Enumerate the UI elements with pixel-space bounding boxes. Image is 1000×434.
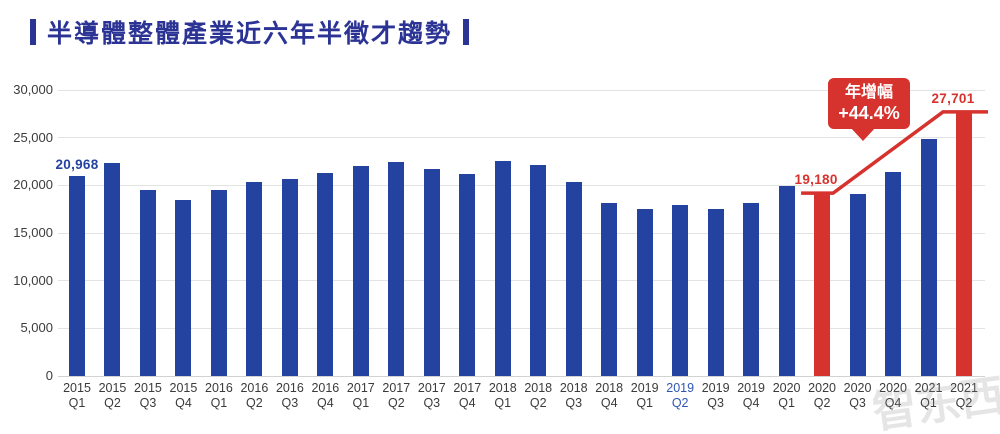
yoy-callout-percentage: +44.4% xyxy=(838,103,900,123)
y-axis-tick-label: 25,000 xyxy=(13,129,53,145)
bar-2021-q1 xyxy=(920,138,937,376)
x-axis-tick-label-2015-q4: 2015 Q4 xyxy=(169,381,198,410)
page-title-text: 半導體整體產業近六年半徵才趨勢 xyxy=(47,20,453,48)
bar-2020-q3 xyxy=(849,193,866,376)
title-right-bar-decoration xyxy=(463,19,470,45)
bar-2019-q1 xyxy=(636,209,653,376)
x-axis-tick-label-2018-q2: 2018 Q2 xyxy=(524,381,553,410)
bar-2018-q2 xyxy=(530,165,547,376)
bar-2020-q4 xyxy=(885,171,902,376)
x-axis-tick-label-2019-q2: 2019 Q2 xyxy=(666,381,695,410)
bar-value-label-27701: 27,701 xyxy=(931,90,975,106)
x-axis-tick-label-2017-q3: 2017 Q3 xyxy=(417,381,446,410)
bar-2019-q4 xyxy=(743,203,760,376)
bar-2018-q1 xyxy=(494,160,511,376)
yoy-callout-label: 年增幅 xyxy=(844,84,893,101)
x-axis-tick-label-2017-q4: 2017 Q4 xyxy=(453,381,482,410)
x-axis-tick-label-2016-q4: 2016 Q4 xyxy=(311,381,340,410)
x-axis-tick-label-2015-q2: 2015 Q2 xyxy=(98,381,127,410)
bar-2019-q3 xyxy=(707,209,724,376)
x-axis-tick-label-2019-q3: 2019 Q3 xyxy=(701,381,730,410)
bar-2015-q3 xyxy=(139,190,156,376)
x-axis-tick-label-2020-q2: 2020 Q2 xyxy=(808,381,836,410)
bar-2018-q3 xyxy=(565,182,582,376)
y-axis-tick-label: 20,000 xyxy=(13,177,53,193)
bar-2015-q4 xyxy=(175,199,192,376)
x-axis-tick-label-2017-q1: 2017 Q1 xyxy=(346,381,375,410)
x-axis-tick-label-2016-q3: 2016 Q3 xyxy=(275,381,304,410)
yoy-callout: 年增幅 +44.4% xyxy=(828,78,910,129)
bar-2019-q2 xyxy=(672,205,689,376)
x-axis-tick-label-2016-q2: 2016 Q2 xyxy=(240,381,269,410)
x-axis-tick-label-2018-q3: 2018 Q3 xyxy=(559,381,588,410)
bar-2016-q3 xyxy=(281,178,298,376)
x-axis-tick-label-2016-q1: 2016 Q1 xyxy=(205,381,233,410)
x-axis-tick-label-2020-q3: 2020 Q3 xyxy=(843,381,872,410)
y-axis-tick-label: 30,000 xyxy=(13,82,53,97)
x-axis-tick-label-2020-q4: 2020 Q4 xyxy=(879,381,907,410)
bar-2017-q1 xyxy=(352,166,369,376)
bar-2017-q4 xyxy=(459,173,476,376)
gridline-0 xyxy=(58,375,985,377)
gridline-15000 xyxy=(58,232,985,234)
yoy-callout-pointer xyxy=(850,127,876,141)
bar-2020-q2 xyxy=(814,193,831,376)
bar-2020-q1 xyxy=(778,186,795,376)
y-axis-tick-label: 5,000 xyxy=(20,320,53,336)
x-axis-tick-label-2019-q1: 2019 Q1 xyxy=(630,381,659,410)
gridline-25000 xyxy=(58,137,985,139)
x-axis-tick-label-2018-q4: 2018 Q4 xyxy=(595,381,624,410)
gridline-5000 xyxy=(58,327,985,329)
title-left-bar-decoration xyxy=(30,19,36,45)
y-axis-tick-label: 15,000 xyxy=(13,225,53,240)
bar-2018-q4 xyxy=(601,203,618,376)
x-axis-tick-label-2018-q1: 2018 Q1 xyxy=(488,381,517,410)
x-axis-tick-label-2021-q2: 2021 Q2 xyxy=(950,381,978,410)
bar-2016-q2 xyxy=(246,182,263,376)
bar-2015-q1 xyxy=(69,176,85,376)
x-axis-tick-label-2021-q1: 2021 Q1 xyxy=(914,381,943,410)
x-axis-tick-label-2017-q2: 2017 Q2 xyxy=(382,381,411,410)
x-axis-tick-label-2020-q1: 2020 Q1 xyxy=(772,381,801,410)
page-title: 半導體整體產業近六年半徵才趨勢 xyxy=(30,14,470,50)
bar-2015-q2 xyxy=(104,163,121,376)
bar-2017-q3 xyxy=(423,169,440,376)
x-axis-tick-label-2015-q1: 2015 Q1 xyxy=(63,381,91,410)
bar-value-label-19180: 19,180 xyxy=(794,172,838,188)
bar-2016-q1 xyxy=(210,190,227,376)
bar-2021-q2 xyxy=(956,111,972,376)
bar-2017-q2 xyxy=(388,161,405,376)
gridline-30000 xyxy=(58,89,985,91)
x-axis-tick-label-2015-q3: 2015 Q3 xyxy=(134,381,162,410)
gridline-10000 xyxy=(58,280,985,282)
bar-2016-q4 xyxy=(317,172,334,376)
y-axis-tick-label: 10,000 xyxy=(13,272,53,288)
x-axis-tick-label-2019-q4: 2019 Q4 xyxy=(737,381,766,410)
y-axis-tick-label: 0 xyxy=(45,368,53,383)
bar-value-label-20968: 20,968 xyxy=(55,157,99,173)
gridline-20000 xyxy=(58,184,985,186)
